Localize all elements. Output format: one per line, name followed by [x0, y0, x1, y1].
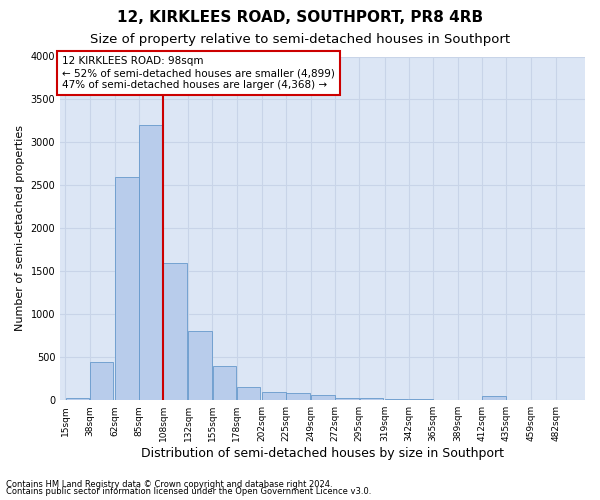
Text: 12 KIRKLEES ROAD: 98sqm
← 52% of semi-detached houses are smaller (4,899)
47% of: 12 KIRKLEES ROAD: 98sqm ← 52% of semi-de…	[62, 56, 335, 90]
Y-axis label: Number of semi-detached properties: Number of semi-detached properties	[15, 126, 25, 332]
Bar	[237, 388, 260, 400]
Bar	[65, 398, 89, 400]
Bar	[115, 177, 139, 400]
Text: Contains public sector information licensed under the Open Government Licence v3: Contains public sector information licen…	[6, 487, 371, 496]
Bar	[262, 392, 286, 400]
Bar	[90, 362, 113, 400]
Bar	[163, 262, 187, 400]
Bar	[212, 366, 236, 400]
Bar	[335, 398, 359, 400]
Text: Size of property relative to semi-detached houses in Southport: Size of property relative to semi-detach…	[90, 32, 510, 46]
Bar	[385, 399, 409, 400]
Bar	[286, 394, 310, 400]
Bar	[139, 125, 163, 400]
Text: 12, KIRKLEES ROAD, SOUTHPORT, PR8 4RB: 12, KIRKLEES ROAD, SOUTHPORT, PR8 4RB	[117, 10, 483, 25]
Text: Contains HM Land Registry data © Crown copyright and database right 2024.: Contains HM Land Registry data © Crown c…	[6, 480, 332, 489]
X-axis label: Distribution of semi-detached houses by size in Southport: Distribution of semi-detached houses by …	[141, 447, 504, 460]
Bar	[188, 332, 212, 400]
Bar	[311, 396, 335, 400]
Bar	[482, 396, 506, 400]
Bar	[359, 398, 383, 400]
